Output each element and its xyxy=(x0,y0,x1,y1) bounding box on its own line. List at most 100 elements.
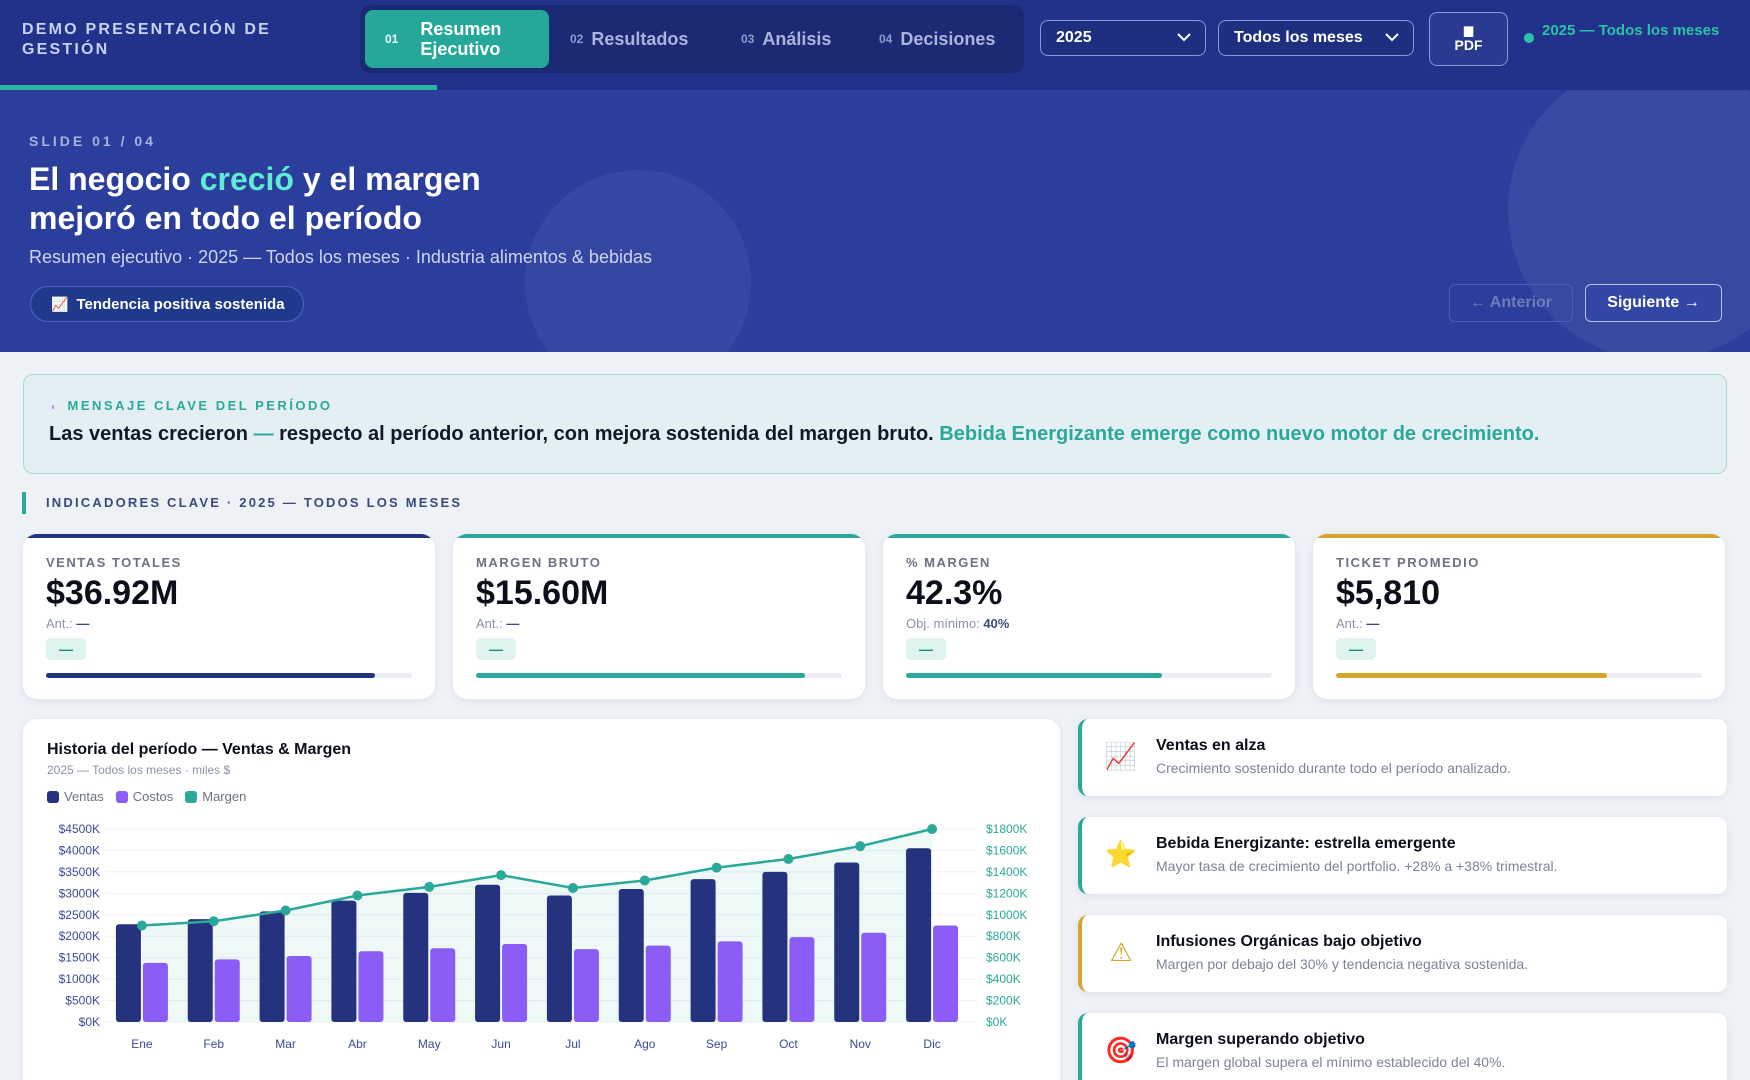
tab-number: 03 xyxy=(741,32,755,46)
kpi-value: $15.60M xyxy=(476,574,609,612)
x-tick-label: Feb xyxy=(203,1037,224,1051)
page-subtitle: Resumen ejecutivo · 2025 — Todos los mes… xyxy=(29,247,652,267)
insight-card-infusiones-organicas: ⚠ Infusiones Orgánicas bajo objetivo Mar… xyxy=(1078,915,1727,992)
month-select[interactable]: Todos los meses xyxy=(1218,20,1414,56)
brand-title: DEMO PRESENTACIÓN DE GESTIÓN xyxy=(22,21,272,58)
x-tick-label: Jul xyxy=(565,1037,580,1051)
kpi-top-accent xyxy=(883,534,1295,538)
kpi-change-badge: — xyxy=(46,638,86,660)
legend-item-margen: Margen xyxy=(185,789,246,804)
headline-accent: creció xyxy=(199,161,294,197)
year-select-value: 2025 xyxy=(1056,29,1092,46)
chart-subtitle: 2025 — Todos los meses · miles $ xyxy=(47,763,231,777)
previous-button[interactable]: ← Anterior xyxy=(1449,284,1573,322)
slide-progress-bar xyxy=(0,85,437,90)
y-right-tick-label: $1600K xyxy=(986,843,1027,857)
kpi-card-ticket-promedio: TICKET PROMEDIO $5,810 Ant.: — — xyxy=(1313,534,1725,699)
y-left-tick-label: $500K xyxy=(65,994,100,1008)
insight-description: Mayor tasa de crecimiento del portfolio.… xyxy=(1156,858,1558,874)
msg-pre: Las ventas crecieron xyxy=(49,423,254,445)
hero-banner: SLIDE 01 / 04 El negocio creció y el mar… xyxy=(0,90,1750,352)
bar-costos xyxy=(861,932,887,1022)
legend-swatch xyxy=(47,790,59,803)
kpi-sub: Obj. mínimo: 40% xyxy=(906,616,1009,631)
kpi-sub: Ant.: — xyxy=(476,616,519,631)
kpi-sub-label: Ant.: xyxy=(1336,616,1363,631)
legend-label: Margen xyxy=(202,789,247,804)
x-tick-label: Jun xyxy=(491,1037,510,1051)
trend-badge: 📈 Tendencia positiva sostenida xyxy=(30,286,304,322)
tab-label: Decisiones xyxy=(900,29,996,49)
bar-costos xyxy=(645,945,671,1022)
y-left-tick-label: $3000K xyxy=(59,886,100,900)
warning-icon: ⚠ xyxy=(1109,937,1133,967)
bar-ventas xyxy=(331,900,357,1022)
x-tick-label: Abr xyxy=(348,1037,367,1051)
month-select-value: Todos los meses xyxy=(1234,29,1363,46)
kpi-top-accent xyxy=(23,534,435,538)
decorative-circle xyxy=(525,170,751,352)
legend-label: Ventas xyxy=(64,789,104,804)
bar-costos xyxy=(214,959,240,1022)
kpi-value: 42.3% xyxy=(906,574,1003,612)
kpi-card-margen-bruto: MARGEN BRUTO $15.60M Ant.: — — xyxy=(453,534,865,699)
key-message-text: Las ventas crecieron — respecto al perío… xyxy=(49,423,1539,446)
tab-resumen-ejecutivo[interactable]: 01 Resumen Ejecutivo xyxy=(365,10,549,68)
tab-analisis[interactable]: 03 Análisis xyxy=(741,10,856,68)
bar-ventas xyxy=(546,895,572,1022)
chevron-down-icon xyxy=(1177,33,1191,42)
status-text: 2025 — Todos los meses xyxy=(1542,22,1720,39)
legend-item-ventas: Ventas xyxy=(47,789,104,804)
insight-card-ventas-en-alza: 📈 Ventas en alza Crecimiento sostenido d… xyxy=(1078,719,1727,796)
chart-title: Historia del período — Ventas & Margen xyxy=(47,741,352,758)
tab-number: 04 xyxy=(879,32,893,46)
margen-point xyxy=(927,824,938,834)
kpi-change-badge: — xyxy=(476,638,516,660)
tab-decisiones[interactable]: 04 Decisiones xyxy=(879,10,1019,68)
star-icon: ⭐ xyxy=(1104,839,1138,869)
msg-mid: respecto al período anterior, con mejora… xyxy=(273,423,940,445)
x-tick-label: Mar xyxy=(275,1037,296,1051)
kpi-sub-label: Ant.: xyxy=(476,616,503,631)
next-button[interactable]: Siguiente → xyxy=(1585,284,1722,322)
kpi-progress-fill xyxy=(476,673,806,678)
margen-point xyxy=(567,882,578,893)
kpi-progress-fill xyxy=(46,673,376,678)
key-message-kicker: ◐ MENSAJE CLAVE DEL PERÍODO xyxy=(51,398,333,413)
kpi-sub-label: Obj. mínimo: xyxy=(906,616,980,631)
msg-highlight: Bebida Energizante emerge como nuevo mot… xyxy=(939,423,1540,445)
trend-badge-label: Tendencia positiva sostenida xyxy=(76,295,285,313)
pdf-button[interactable]: ▆ PDF xyxy=(1429,12,1508,66)
year-select[interactable]: 2025 xyxy=(1040,20,1206,56)
kpi-value: $5,810 xyxy=(1336,574,1440,612)
x-tick-label: Nov xyxy=(850,1037,871,1051)
kpi-progress-track xyxy=(476,673,842,678)
kpi-card-porcentaje-margen: % MARGEN 42.3% Obj. mínimo: 40% — xyxy=(883,534,1295,699)
msg-dash: — xyxy=(253,423,274,445)
legend-swatch xyxy=(115,790,128,803)
bar-ventas xyxy=(259,911,285,1022)
kpi-card-ventas: VENTAS TOTALES $36.92M Ant.: — — xyxy=(23,534,435,699)
indicators-section-title: INDICADORES CLAVE · 2025 — TODOS LOS MES… xyxy=(22,492,462,514)
y-left-tick-label: $3500K xyxy=(59,865,100,879)
margen-point xyxy=(639,875,650,886)
bar-ventas xyxy=(690,879,716,1022)
chevron-down-icon xyxy=(1385,33,1399,42)
legend-label: Costos xyxy=(132,789,174,804)
kpi-top-accent xyxy=(1313,534,1725,538)
y-right-tick-label: $600K xyxy=(986,951,1021,965)
chart-legend: Ventas Costos Margen xyxy=(47,789,258,804)
kpi-label: TICKET PROMEDIO xyxy=(1336,555,1480,570)
target-icon: 🎯 xyxy=(1104,1035,1138,1065)
slide-counter: SLIDE 01 / 04 xyxy=(29,133,156,149)
margen-point xyxy=(280,905,291,916)
margen-point xyxy=(136,920,147,931)
insight-title: Margen superando objetivo xyxy=(1156,1031,1365,1048)
y-right-tick-label: $800K xyxy=(986,929,1021,943)
margen-point xyxy=(783,854,794,865)
y-left-tick-label: $1500K xyxy=(59,951,100,965)
bar-costos xyxy=(142,962,168,1022)
tab-resultados[interactable]: 02 Resultados xyxy=(570,10,710,68)
slide-nav: 01 Resumen Ejecutivo 02 Resultados 03 An… xyxy=(360,5,1024,73)
kpi-sub-value: — xyxy=(76,616,90,631)
